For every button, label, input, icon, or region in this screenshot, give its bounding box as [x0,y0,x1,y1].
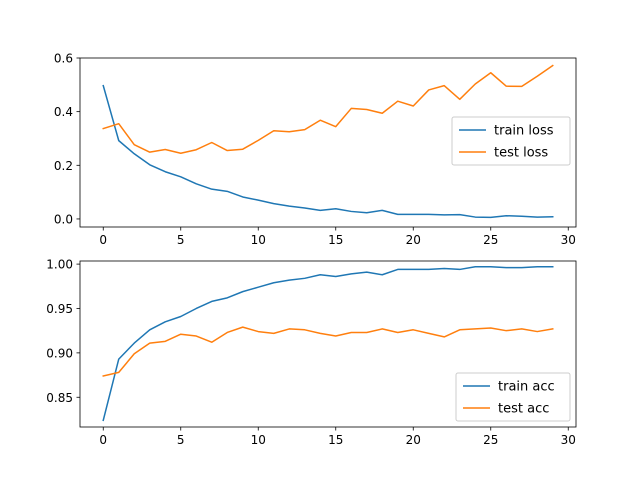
legend-box [455,372,571,422]
x-tick-label: 0 [99,433,107,447]
y-tick-label: 0.90 [46,346,73,360]
x-tick-label: 5 [177,433,185,447]
legend-box [451,116,571,166]
legend: train loss test loss [451,116,571,166]
x-tick-label: 30 [561,233,576,247]
axes-frame [79,57,577,228]
legend-label: test acc [498,402,549,417]
series-line-train-acc [102,266,554,422]
y-tick-label: 0.6 [54,52,73,66]
y-tick-label: 0.0 [54,212,73,226]
loss-subplot: 0 5 10 15 20 25 30 0.0 0.2 0.4 0.6 train loss test l… [54,52,577,247]
y-tick-label: 0.95 [46,302,73,316]
series-line-train-loss [102,84,554,219]
x-tick-label: 15 [328,433,343,447]
axes-frame [79,260,577,428]
x-tick-label: 30 [561,433,576,447]
series-line-test-acc [102,326,554,377]
y-tick-label: 0.4 [54,105,73,119]
x-tick-label: 0 [99,233,107,247]
x-tick-label: 5 [177,233,185,247]
legend-label: test loss [494,146,548,161]
x-tick-label: 10 [251,233,266,247]
legend: train acc test acc [455,372,571,422]
x-tick-label: 20 [406,433,421,447]
y-tick-label: 1.00 [46,258,73,272]
y-tick-label: 0.2 [54,159,73,173]
legend-label: train loss [494,124,554,139]
x-tick-label: 25 [483,233,498,247]
series-line-test-loss [102,64,554,154]
y-tick-label: 0.85 [46,391,73,405]
x-tick-label: 20 [406,233,421,247]
x-tick-label: 15 [328,233,343,247]
x-tick-label: 25 [483,433,498,447]
accuracy-subplot: 0 5 10 15 20 25 30 0.85 0.90 0.95 1.00 train acc tes… [46,258,577,447]
x-tick-label: 10 [251,433,266,447]
legend-label: train acc [498,380,555,395]
